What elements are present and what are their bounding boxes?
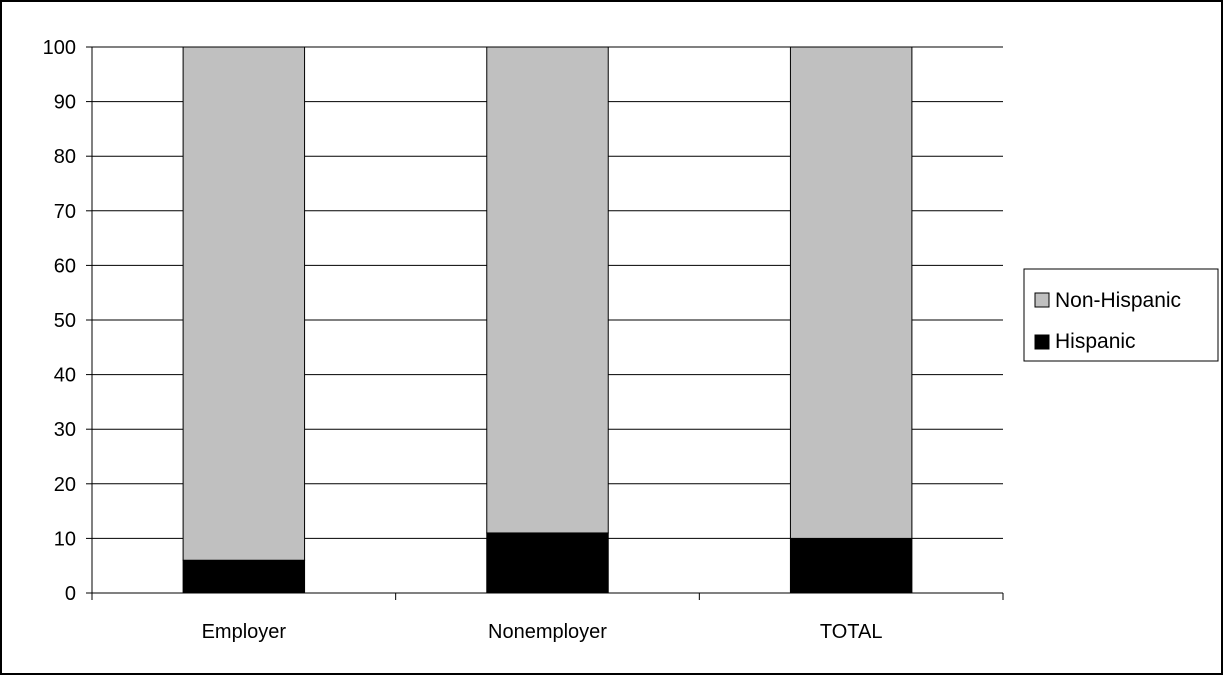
legend-swatch-non-hispanic bbox=[1034, 292, 1050, 308]
axes bbox=[86, 46, 1004, 600]
y-tick-label: 100 bbox=[43, 37, 76, 59]
y-tick-label: 70 bbox=[54, 201, 76, 223]
y-tick-label: 0 bbox=[65, 583, 76, 605]
y-tick-label: 30 bbox=[54, 419, 76, 441]
x-tick-labels: Employer Nonemployer TOTAL bbox=[202, 621, 883, 643]
bar-segment-hispanic-total bbox=[789, 537, 913, 594]
legend-label-non-hispanic: Non-Hispanic bbox=[1055, 289, 1181, 312]
x-tick-label: Nonemployer bbox=[488, 621, 607, 643]
y-tick-label: 20 bbox=[54, 474, 76, 496]
bar-segment-non-hispanic-nonemployer bbox=[486, 46, 609, 534]
bar-segment-non-hispanic-total bbox=[789, 46, 913, 539]
bar-segment-hispanic-nonemployer bbox=[486, 532, 609, 594]
y-tick-label: 10 bbox=[54, 528, 76, 550]
y-tick-label: 80 bbox=[54, 146, 76, 168]
bar-segment-non-hispanic-employer bbox=[182, 46, 306, 561]
y-tick-label: 60 bbox=[54, 255, 76, 277]
x-tick-label: TOTAL bbox=[820, 621, 883, 643]
bar-segment-hispanic-employer bbox=[182, 559, 306, 594]
legend: Non-Hispanic Hispanic bbox=[1023, 268, 1219, 362]
bars bbox=[182, 46, 913, 594]
legend-frame bbox=[1023, 268, 1219, 362]
y-tick-label: 90 bbox=[54, 92, 76, 114]
y-tick-label: 50 bbox=[54, 310, 76, 332]
legend-label-hispanic: Hispanic bbox=[1055, 330, 1136, 353]
y-tick-labels: 0 10 20 30 40 50 60 70 80 90 100 bbox=[43, 37, 76, 605]
legend-swatch-hispanic bbox=[1034, 334, 1050, 350]
y-tick-label: 40 bbox=[54, 365, 76, 387]
x-tick-label: Employer bbox=[202, 621, 287, 643]
